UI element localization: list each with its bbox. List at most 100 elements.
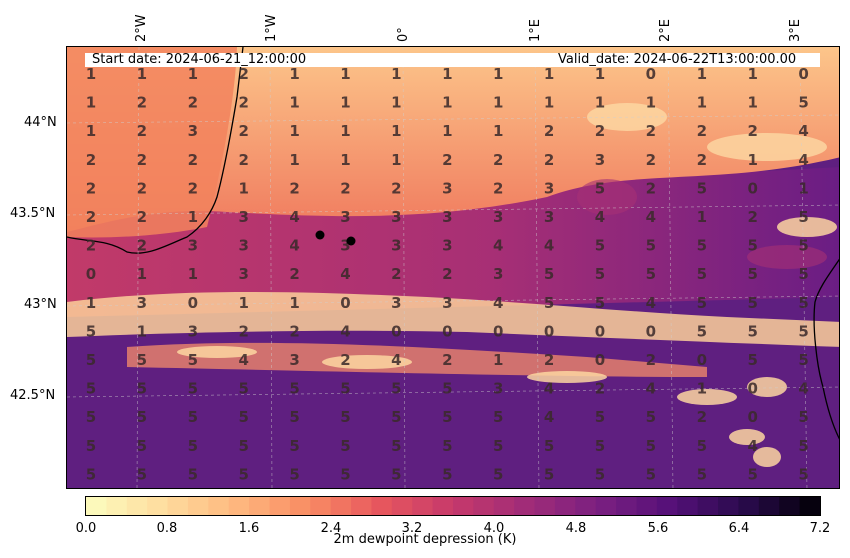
grid-value-14-0: 5 (86, 465, 96, 483)
foothill-band (67, 292, 839, 347)
grid-value-4-10: 5 (595, 179, 605, 197)
grid-value-7-12: 5 (697, 265, 707, 283)
grid-value-11-11: 4 (646, 380, 656, 398)
grid-value-10-3: 4 (238, 351, 248, 369)
colorbar-tick-8: 6.4 (728, 521, 750, 536)
grid-value-0-8: 1 (493, 65, 503, 83)
grid-value-12-8: 5 (493, 408, 503, 426)
grid-value-11-8: 3 (493, 380, 503, 398)
grid-value-5-9: 3 (544, 208, 554, 226)
grid-value-5-10: 4 (595, 208, 605, 226)
grid-value-10-10: 0 (595, 351, 605, 369)
grid-value-7-7: 2 (442, 265, 452, 283)
grid-value-14-3: 5 (238, 465, 248, 483)
colorbar-segment-19 (473, 497, 495, 515)
colorbar-segment-25 (595, 497, 617, 515)
grid-value-12-9: 4 (544, 408, 554, 426)
colorbar-segment-18 (453, 497, 474, 515)
grid-value-1-12: 1 (697, 94, 707, 112)
colorbar-tick-0: 0.0 (75, 521, 97, 536)
grid-value-3-7: 2 (442, 151, 452, 169)
grid-value-0-10: 1 (595, 65, 605, 83)
grid-value-2-4: 1 (289, 122, 299, 140)
grid-value-12-11: 5 (646, 408, 656, 426)
grid-value-labels: 1 1 1 2 1 1 1 1 1 1 1 0 1 1 0 1 2 2 2 1 1 1 1 1 1 1 1 1 1 5 1 2 3 2 1 1 1 1 1 2… (86, 65, 809, 483)
grid-value-6-0: 2 (86, 237, 96, 255)
grid-value-8-7: 3 (442, 294, 452, 312)
grid-value-1-11: 1 (646, 94, 656, 112)
grid-value-10-11: 2 (646, 351, 656, 369)
grid-value-7-3: 3 (238, 265, 248, 283)
grid-value-14-11: 5 (646, 465, 656, 483)
grid-value-11-14: 4 (798, 380, 808, 398)
grid-value-6-3: 3 (238, 237, 248, 255)
grid-value-12-14: 5 (798, 408, 808, 426)
colorbar-segment-15 (391, 497, 413, 515)
grid-value-4-12: 5 (697, 179, 707, 197)
grid-value-5-3: 3 (238, 208, 248, 226)
grid-value-14-2: 5 (188, 465, 198, 483)
grid-value-5-13: 2 (747, 208, 757, 226)
graticule (67, 47, 839, 488)
grid-value-14-4: 5 (289, 465, 299, 483)
grid-value-0-6: 1 (391, 65, 401, 83)
grid-value-11-12: 1 (697, 380, 707, 398)
grid-value-9-5: 4 (340, 322, 350, 340)
colorbar-segment-2 (126, 497, 148, 515)
grid-value-2-6: 1 (391, 122, 401, 140)
grid-value-1-9: 1 (544, 94, 554, 112)
dewpoint-depression-field: 1 1 1 2 1 1 1 1 1 1 1 0 1 1 0 1 2 2 2 1 1 1 1 1 1 1 1 1 1 5 1 2 3 2 1 1 1 1 1 2… (67, 47, 839, 488)
grid-value-7-6: 2 (391, 265, 401, 283)
colorbar-segment-29 (677, 497, 699, 515)
grid-value-12-10: 5 (595, 408, 605, 426)
grid-value-11-2: 5 (188, 380, 198, 398)
grid-value-3-0: 2 (86, 151, 96, 169)
grid-value-6-13: 5 (747, 237, 757, 255)
colorbar-segment-4 (167, 497, 189, 515)
grid-value-10-12: 0 (697, 351, 707, 369)
colorbar-tick-9: 7.2 (809, 521, 831, 536)
grid-value-2-5: 1 (340, 122, 350, 140)
grid-value-6-6: 3 (391, 237, 401, 255)
grid-value-0-5: 1 (340, 65, 350, 83)
grid-value-2-10: 2 (595, 122, 605, 140)
colorbar-segment-11 (310, 497, 332, 515)
grid-value-11-3: 5 (238, 380, 248, 398)
grid-value-11-5: 5 (340, 380, 350, 398)
grid-value-13-13: 4 (747, 437, 757, 455)
colorbar-tick-1: 0.8 (156, 521, 178, 536)
colorbar-tick-6: 4.8 (565, 521, 587, 536)
grid-value-13-10: 5 (595, 437, 605, 455)
colorbar-tick-2: 1.6 (238, 521, 260, 536)
grid-value-12-2: 5 (188, 408, 198, 426)
colorbar-segment-27 (636, 497, 658, 515)
colorbar-segment-21 (514, 497, 536, 515)
grid-value-1-4: 1 (289, 94, 299, 112)
grid-value-2-11: 2 (646, 122, 656, 140)
grid-value-2-0: 1 (86, 122, 96, 140)
grid-value-11-9: 4 (544, 380, 554, 398)
colorbar-label: 2m dewpoint depression (K) (333, 532, 517, 547)
grid-value-5-1: 2 (137, 208, 147, 226)
grid-value-13-6: 5 (391, 437, 401, 455)
grid-value-6-1: 2 (137, 237, 147, 255)
grid-value-4-13: 0 (747, 179, 757, 197)
colorbar-segment-10 (289, 497, 311, 515)
grid-value-0-13: 1 (747, 65, 757, 83)
grid-value-5-11: 4 (646, 208, 656, 226)
grid-value-0-3: 2 (238, 65, 248, 83)
grid-value-13-3: 5 (238, 437, 248, 455)
lon-tick-0: 0° (396, 27, 411, 42)
grid-value-2-3: 2 (238, 122, 248, 140)
grid-value-8-2: 0 (188, 294, 198, 312)
grid-value-12-1: 5 (137, 408, 147, 426)
grid-value-13-12: 5 (697, 437, 707, 455)
colorbar-segment-26 (616, 497, 637, 515)
grid-value-5-12: 1 (697, 208, 707, 226)
grid-value-7-2: 1 (188, 265, 198, 283)
grid-value-4-14: 1 (798, 179, 808, 197)
grid-value-10-14: 5 (798, 351, 808, 369)
grid-value-6-11: 5 (646, 237, 656, 255)
grid-value-13-0: 5 (86, 437, 96, 455)
grid-value-14-13: 5 (747, 465, 757, 483)
